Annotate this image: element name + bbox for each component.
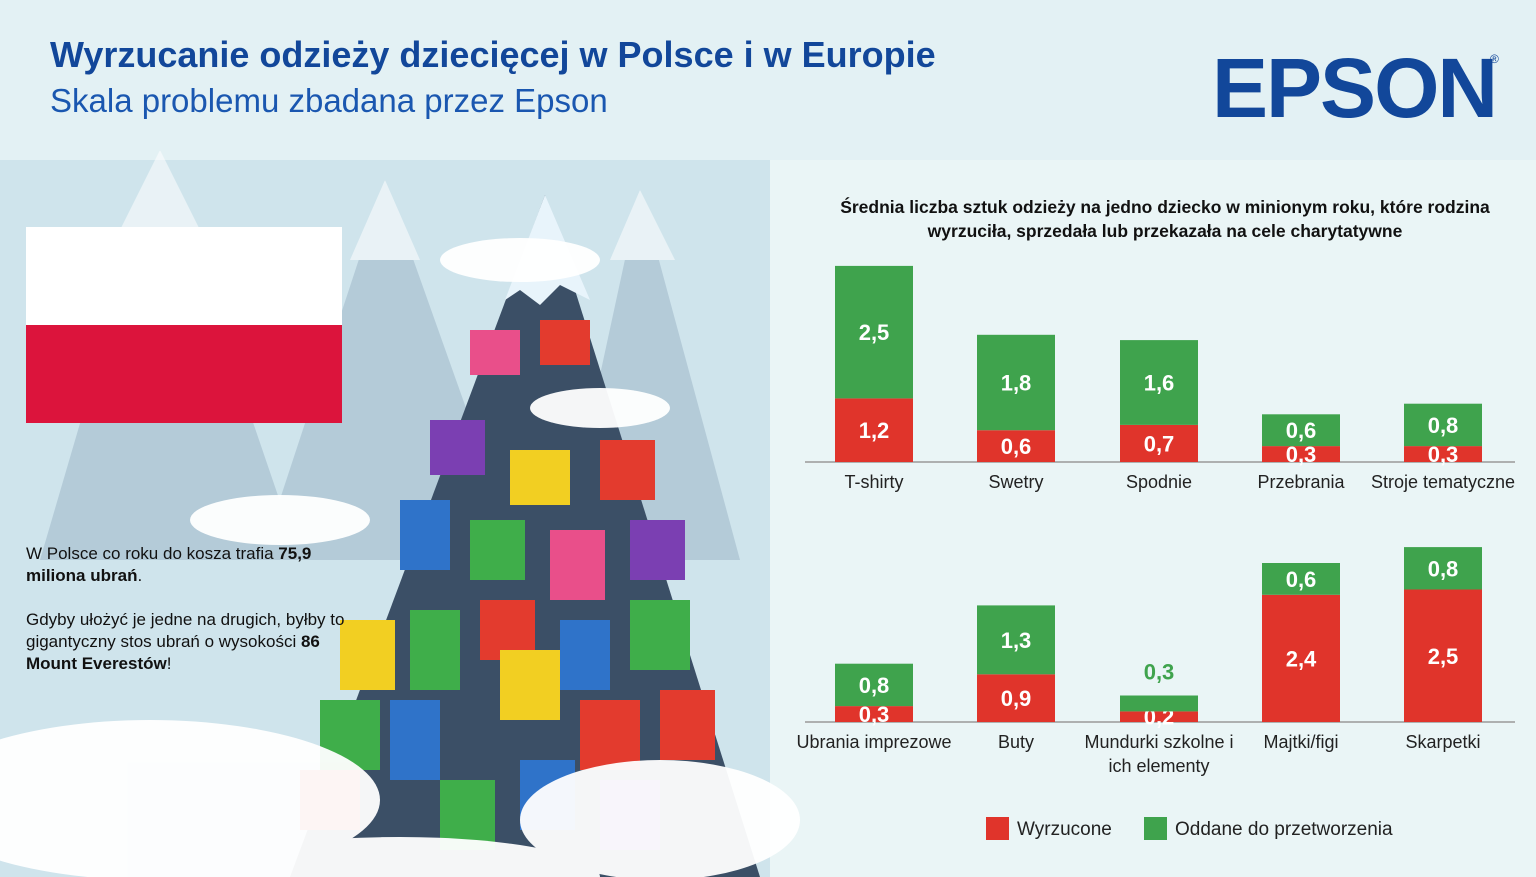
value-label: 2,5 (859, 320, 890, 345)
story-paragraph: W Polsce co roku do kosza trafia 75,9 mi… (26, 543, 356, 587)
bar-segment (1120, 711, 1198, 722)
bar-segment (1120, 695, 1198, 712)
value-label: 0,3 (1286, 442, 1317, 467)
x-tick-label: Przebrania (1257, 472, 1345, 492)
bar-segment (1404, 589, 1482, 722)
x-tick-label: Swetry (988, 472, 1044, 492)
text: Gdyby ułożyć je jedne na drugich, byłby … (26, 610, 345, 651)
bar-segment (977, 430, 1055, 462)
legend-label: Oddane do przetworzenia (1175, 819, 1393, 840)
logo-registered: ® (1490, 52, 1499, 66)
text: ! (166, 654, 172, 673)
x-tick-label: Ubrania imprezowe (796, 732, 952, 752)
x-tick-label: Buty (997, 732, 1035, 752)
chart-title: Średnia liczba sztuk odzieży na jedno dz… (840, 197, 1490, 241)
value-label: 2,4 (1286, 646, 1317, 671)
x-tick-label: Skarpetki (1405, 732, 1481, 752)
legend-swatch (986, 817, 1009, 840)
bar-segment (835, 265, 913, 399)
subtitle: Skala problemu zbadana przez Epson (50, 82, 608, 119)
bar-segment (1404, 446, 1482, 462)
bar-segment (977, 605, 1055, 675)
bar-segment (1262, 563, 1340, 595)
logo: EPSON (1212, 41, 1498, 135)
x-tick-label: T-shirty (844, 472, 904, 492)
value-label: 1,6 (1144, 371, 1175, 396)
value-label: 0,8 (1428, 413, 1459, 438)
bar-segment (835, 706, 913, 722)
value-label: 0,8 (859, 673, 890, 698)
poland-flag (26, 227, 342, 423)
bar-segment (1262, 414, 1340, 447)
bar-segment (1262, 594, 1340, 722)
story-paragraph: Gdyby ułożyć je jedne na drugich, byłby … (26, 609, 356, 675)
bar-segment (835, 663, 913, 707)
bar-segment (835, 398, 913, 462)
title: Wyrzucanie odzieży dziecięcej w Polsce i… (50, 34, 936, 75)
x-tick-label: Mundurki szkolne i ich elementy (1084, 732, 1234, 776)
bar-segment (977, 334, 1055, 431)
text: 86 Mount Everestów (26, 632, 320, 673)
value-label: 1,2 (859, 418, 890, 443)
bar-segment (977, 674, 1055, 722)
value-label: 0,6 (1001, 434, 1032, 459)
value-label: 1,8 (1001, 371, 1032, 396)
bar-segment (1120, 424, 1198, 462)
text: W Polsce co roku do kosza trafia (26, 544, 279, 563)
story: W Polsce co roku do kosza trafia 75,9 mi… (26, 543, 356, 697)
value-label: 0,6 (1286, 418, 1317, 443)
value-label: 0,6 (1286, 567, 1317, 592)
bar-segment (1404, 547, 1482, 590)
value-label: 0,3 (859, 702, 890, 727)
value-label: 1,3 (1001, 628, 1032, 653)
value-label: 2,5 (1428, 644, 1459, 669)
illustration-clouds (0, 238, 800, 877)
value-label: 0,9 (1001, 686, 1032, 711)
bar-segment (1262, 446, 1340, 462)
value-label: 0,3 (1428, 442, 1459, 467)
legend-label: Wyrzucone (1017, 819, 1112, 840)
text: . (137, 566, 143, 585)
bar-segment (1120, 340, 1198, 425)
value-label: 0,8 (1428, 556, 1459, 581)
legend-swatch (1144, 817, 1167, 840)
value-label: 0,7 (1144, 431, 1175, 456)
x-tick-label: Stroje tematyczne (1370, 472, 1516, 492)
value-label: 0,3 (1144, 660, 1175, 685)
bar-segment (1404, 403, 1482, 447)
x-tick-label: Spodnie (1125, 472, 1193, 492)
x-tick-label: Majtki/figi (1263, 732, 1339, 752)
text: 75,9 miliona ubrań (26, 544, 312, 585)
